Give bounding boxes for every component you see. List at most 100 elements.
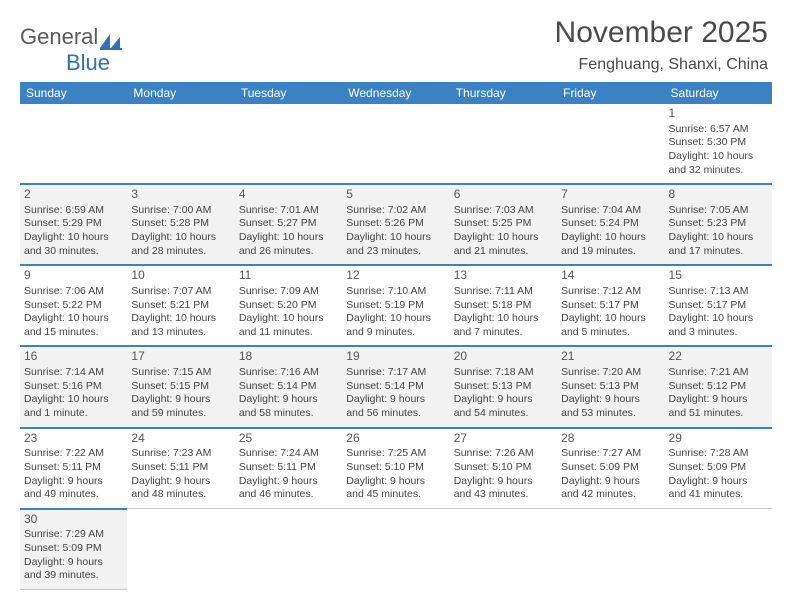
daylight-text: and 58 minutes. [239,407,338,421]
daylight-text: and 48 minutes. [131,488,230,502]
sunrise-text: Sunrise: 6:57 AM [669,123,768,137]
sunset-text: Sunset: 5:12 PM [669,380,768,394]
daylight-text: Daylight: 10 hours [24,231,123,245]
daylight-text: and 45 minutes. [346,488,445,502]
daylight-text: and 41 minutes. [669,488,768,502]
calendar-day-cell: 24Sunrise: 7:23 AMSunset: 5:11 PMDayligh… [127,428,234,509]
day-number: 30 [24,512,123,528]
sunset-text: Sunset: 5:26 PM [346,217,445,231]
sunrise-text: Sunrise: 7:28 AM [669,447,768,461]
calendar-day-cell: 22Sunrise: 7:21 AMSunset: 5:12 PMDayligh… [665,346,772,427]
day-number: 3 [131,187,230,203]
daylight-text: and 7 minutes. [454,326,553,340]
weekday-header: Wednesday [342,82,449,104]
calendar-week-row: 9Sunrise: 7:06 AMSunset: 5:22 PMDaylight… [20,265,772,346]
sunset-text: Sunset: 5:17 PM [561,299,660,313]
calendar-day-cell [665,509,772,590]
calendar-day-cell [235,104,342,184]
day-number: 22 [669,349,768,365]
daylight-text: Daylight: 10 hours [24,312,123,326]
daylight-text: and 30 minutes. [24,245,123,259]
sunrise-text: Sunrise: 7:07 AM [131,285,230,299]
sunrise-text: Sunrise: 7:22 AM [24,447,123,461]
sunset-text: Sunset: 5:29 PM [24,217,123,231]
calendar-day-cell: 23Sunrise: 7:22 AMSunset: 5:11 PMDayligh… [20,428,127,509]
sunrise-text: Sunrise: 7:29 AM [24,528,123,542]
day-number: 6 [454,187,553,203]
daylight-text: Daylight: 10 hours [131,231,230,245]
daylight-text: and 46 minutes. [239,488,338,502]
sunset-text: Sunset: 5:21 PM [131,299,230,313]
day-number: 4 [239,187,338,203]
calendar-day-cell: 11Sunrise: 7:09 AMSunset: 5:20 PMDayligh… [235,265,342,346]
sunset-text: Sunset: 5:25 PM [454,217,553,231]
sunrise-text: Sunrise: 7:06 AM [24,285,123,299]
daylight-text: and 9 minutes. [346,326,445,340]
calendar-day-cell: 13Sunrise: 7:11 AMSunset: 5:18 PMDayligh… [450,265,557,346]
day-number: 14 [561,268,660,284]
calendar-day-cell: 10Sunrise: 7:07 AMSunset: 5:21 PMDayligh… [127,265,234,346]
sunrise-text: Sunrise: 7:16 AM [239,366,338,380]
weekday-header-row: Sunday Monday Tuesday Wednesday Thursday… [20,82,772,104]
calendar-day-cell: 17Sunrise: 7:15 AMSunset: 5:15 PMDayligh… [127,346,234,427]
calendar-day-cell: 30Sunrise: 7:29 AMSunset: 5:09 PMDayligh… [20,509,127,590]
calendar-day-cell: 16Sunrise: 7:14 AMSunset: 5:16 PMDayligh… [20,346,127,427]
daylight-text: Daylight: 10 hours [454,312,553,326]
calendar-day-cell [342,104,449,184]
daylight-text: Daylight: 10 hours [131,312,230,326]
daylight-text: and 15 minutes. [24,326,123,340]
sunset-text: Sunset: 5:13 PM [561,380,660,394]
day-number: 7 [561,187,660,203]
sunset-text: Sunset: 5:14 PM [239,380,338,394]
sunset-text: Sunset: 5:19 PM [346,299,445,313]
day-number: 26 [346,431,445,447]
weekday-header: Sunday [20,82,127,104]
daylight-text: and 54 minutes. [454,407,553,421]
calendar-day-cell: 21Sunrise: 7:20 AMSunset: 5:13 PMDayligh… [557,346,664,427]
calendar-day-cell: 19Sunrise: 7:17 AMSunset: 5:14 PMDayligh… [342,346,449,427]
calendar-day-cell: 1Sunrise: 6:57 AMSunset: 5:30 PMDaylight… [665,104,772,184]
calendar-day-cell: 18Sunrise: 7:16 AMSunset: 5:14 PMDayligh… [235,346,342,427]
daylight-text: and 23 minutes. [346,245,445,259]
daylight-text: Daylight: 9 hours [454,393,553,407]
sunset-text: Sunset: 5:16 PM [24,380,123,394]
weekday-header: Saturday [665,82,772,104]
daylight-text: and 5 minutes. [561,326,660,340]
sunrise-text: Sunrise: 7:10 AM [346,285,445,299]
daylight-text: Daylight: 10 hours [561,312,660,326]
daylight-text: and 56 minutes. [346,407,445,421]
day-number: 19 [346,349,445,365]
sunrise-text: Sunrise: 6:59 AM [24,204,123,218]
daylight-text: and 59 minutes. [131,407,230,421]
day-number: 25 [239,431,338,447]
daylight-text: and 49 minutes. [24,488,123,502]
day-number: 16 [24,349,123,365]
calendar-day-cell: 2Sunrise: 6:59 AMSunset: 5:29 PMDaylight… [20,184,127,265]
daylight-text: Daylight: 9 hours [24,556,123,570]
daylight-text: Daylight: 9 hours [669,475,768,489]
daylight-text: Daylight: 10 hours [669,312,768,326]
calendar-day-cell: 14Sunrise: 7:12 AMSunset: 5:17 PMDayligh… [557,265,664,346]
sunset-text: Sunset: 5:09 PM [561,461,660,475]
sunrise-text: Sunrise: 7:21 AM [669,366,768,380]
daylight-text: Daylight: 9 hours [24,475,123,489]
day-number: 11 [239,268,338,284]
daylight-text: Daylight: 10 hours [561,231,660,245]
page-title: November 2025 [555,16,768,50]
daylight-text: and 39 minutes. [24,569,123,583]
sunrise-text: Sunrise: 7:11 AM [454,285,553,299]
daylight-text: Daylight: 10 hours [239,231,338,245]
sunset-text: Sunset: 5:23 PM [669,217,768,231]
sunset-text: Sunset: 5:24 PM [561,217,660,231]
daylight-text: and 1 minute. [24,407,123,421]
calendar-day-cell [235,509,342,590]
sunset-text: Sunset: 5:10 PM [346,461,445,475]
daylight-text: Daylight: 10 hours [669,150,768,164]
daylight-text: and 51 minutes. [669,407,768,421]
calendar-day-cell [127,104,234,184]
sunrise-text: Sunrise: 7:02 AM [346,204,445,218]
sunrise-text: Sunrise: 7:24 AM [239,447,338,461]
day-number: 28 [561,431,660,447]
sunrise-text: Sunrise: 7:13 AM [669,285,768,299]
calendar-day-cell: 7Sunrise: 7:04 AMSunset: 5:24 PMDaylight… [557,184,664,265]
